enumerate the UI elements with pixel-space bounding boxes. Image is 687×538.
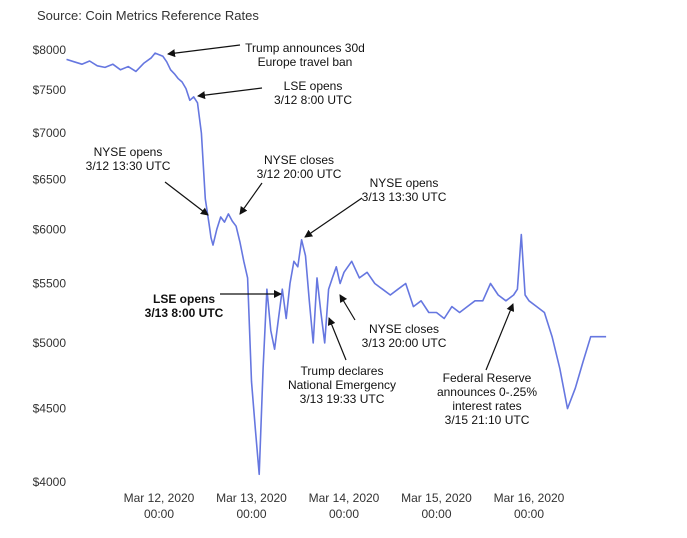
annotation-line: 3/13 13:30 UTC [362,190,447,204]
x-tick-label: Mar 16, 2020 [494,491,565,505]
annotation-line: 3/13 19:33 UTC [300,392,385,406]
annotation-line: 3/13 8:00 UTC [145,306,224,320]
annotation-line: NYSE opens [370,176,439,190]
annotation: LSE opens 3/12 8:00 UTC [197,79,352,107]
annotation-line: Trump announces 30d [245,41,365,55]
annotation-line: 3/15 21:10 UTC [445,413,530,427]
x-tick-label: Mar 15, 2020 [401,491,472,505]
x-tick: Mar 13, 2020 00:00 [216,491,287,521]
annotation-arrow [197,87,263,100]
annotation-line: interest rates [452,399,521,413]
x-tick-label: 00:00 [514,507,544,521]
annotation-arrow [239,182,263,215]
annotation-line: announces 0-.25% [437,385,537,399]
annotation-line: National Emergency [288,378,396,392]
annotation-arrow [485,303,515,371]
annotation: NYSE closes 3/13 20:00 UTC [339,294,447,350]
annotation-arrow [167,44,241,58]
annotation-text: NYSE opens 3/13 13:30 UTC [362,176,447,204]
annotation-arrow [327,317,347,361]
x-tick-label: 00:00 [144,507,174,521]
annotation-text: Trump declares National Emergency 3/13 19:… [288,364,396,406]
source-note: Source: Coin Metrics Reference Rates [37,8,259,23]
y-tick-label: $7500 [33,83,67,97]
annotation-text: NYSE closes 3/12 20:00 UTC [257,153,342,181]
y-tick-label: $7000 [33,126,67,140]
annotation: Trump declares National Emergency 3/13 19:… [288,317,396,406]
x-tick: Mar 16, 2020 00:00 [494,491,565,521]
annotation-text: NYSE closes 3/13 20:00 UTC [362,322,447,350]
y-tick-label: $6500 [33,172,67,186]
x-tick-label: 00:00 [236,507,266,521]
annotation-line: Europe travel ban [258,55,353,69]
annotation-line: NYSE closes [369,322,439,336]
annotation-text: NYSE opens 3/12 13:30 UTC [86,145,171,173]
y-tick-label: $6000 [33,222,67,236]
x-tick-label: 00:00 [421,507,451,521]
annotation-text: LSE opens 3/13 8:00 UTC [145,292,224,320]
annotation-text: LSE opens 3/12 8:00 UTC [274,79,352,107]
y-tick-label: $8000 [33,43,67,57]
y-tick-label: $4500 [33,402,67,416]
y-tick-label: $5000 [33,336,67,350]
annotation-line: LSE opens [284,79,343,93]
annotation-line: Federal Reserve [443,371,532,385]
x-tick-label: Mar 12, 2020 [124,491,195,505]
series-layer [66,52,607,476]
annotation-line: 3/12 13:30 UTC [86,159,171,173]
annotation-arrow [304,197,363,238]
annotation-line: NYSE closes [264,153,334,167]
annotations: Trump announces 30d Europe travel ban LSE … [86,41,538,427]
annotation: Trump announces 30d Europe travel ban [167,41,365,69]
annotation-line: Trump declares [301,364,384,378]
annotation: NYSE closes 3/12 20:00 UTC [239,153,342,215]
price-series-line [66,52,607,476]
annotation-line: LSE opens [153,292,215,306]
annotation: NYSE opens 3/13 13:30 UTC [304,176,447,238]
x-tick-label: Mar 14, 2020 [309,491,380,505]
annotation-text: Federal Reserve announces 0-.25% interest … [437,371,537,427]
x-tick: Mar 12, 2020 00:00 [124,491,195,521]
annotation: NYSE opens 3/12 13:30 UTC [86,145,209,216]
x-tick: Mar 15, 2020 00:00 [401,491,472,521]
annotation-line: 3/12 8:00 UTC [274,93,352,107]
annotation: LSE opens 3/13 8:00 UTC [145,290,282,320]
y-tick-label: $5500 [33,277,67,291]
y-tick-label: $4000 [33,475,67,489]
y-axis: $4000 $4500 $5000 $5500 $6000 $6500 $7000 $7500… [33,43,67,489]
annotation-arrow [164,181,209,216]
x-tick: Mar 14, 2020 00:00 [309,491,380,521]
annotation-arrow [339,294,356,321]
annotation: Federal Reserve announces 0-.25% interest … [437,303,537,427]
annotation-text: Trump announces 30d Europe travel ban [245,41,365,69]
x-tick-label: 00:00 [329,507,359,521]
annotation-line: 3/13 20:00 UTC [362,336,447,350]
annotation-line: NYSE opens [94,145,163,159]
annotation-line: 3/12 20:00 UTC [257,167,342,181]
x-tick-label: Mar 13, 2020 [216,491,287,505]
